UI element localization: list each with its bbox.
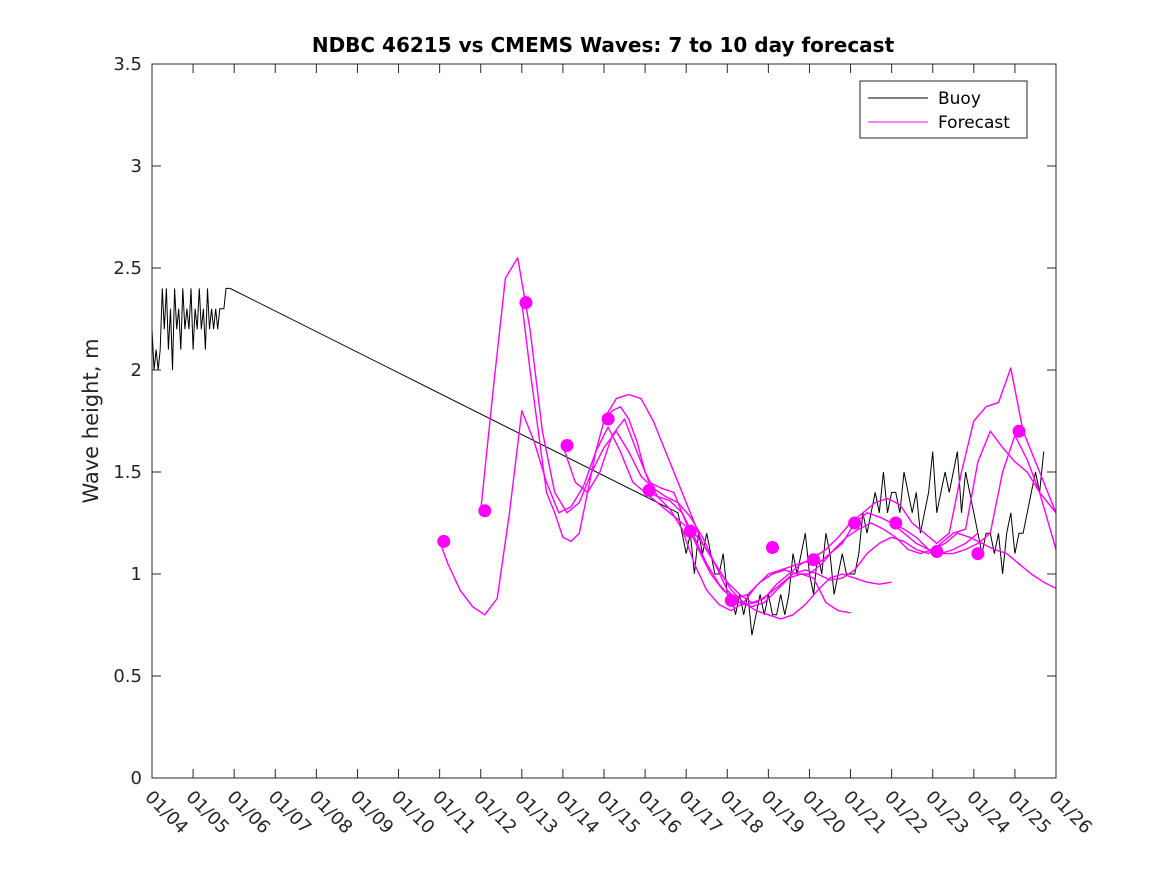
- y-tick-label: 2.5: [113, 258, 142, 279]
- buoy-series: [151, 287, 1045, 636]
- forecast-line-1: [438, 410, 892, 620]
- forecast-marker: [930, 545, 944, 559]
- forecast-marker: [560, 438, 574, 452]
- forecast-marker: [478, 504, 492, 518]
- forecast-marker: [601, 412, 615, 426]
- y-tick-label: 0.5: [113, 666, 142, 687]
- legend-buoy-label: Buoy: [938, 89, 981, 109]
- y-tick-label: 3: [131, 156, 142, 177]
- forecast-marker: [889, 516, 903, 530]
- y-tick-label: 2: [131, 360, 142, 381]
- legend-forecast-label: Forecast: [938, 113, 1010, 133]
- y-axis-label: Wave height, m: [79, 338, 103, 503]
- forecast-markers: [437, 296, 1026, 608]
- y-tick-label: 1: [131, 564, 142, 585]
- legend-box: [859, 80, 1028, 139]
- forecast-series-group: [438, 257, 1057, 620]
- forecast-marker: [642, 483, 656, 497]
- forecast-line-5: [603, 367, 1057, 604]
- forecast-marker: [683, 524, 697, 538]
- forecast-marker: [724, 594, 738, 608]
- forecast-line-7: [891, 434, 1057, 555]
- y-axis-ticks: 0 0.5 1 1.5 2 2.5 3 3.5: [113, 54, 1056, 789]
- forecast-marker: [519, 296, 533, 310]
- y-tick-label: 3.5: [113, 54, 142, 75]
- forecast-line-4: [562, 418, 1057, 600]
- forecast-marker: [971, 547, 985, 561]
- plot-area: [151, 257, 1057, 636]
- y-tick-label: 0: [131, 768, 142, 789]
- forecast-line-6: [644, 430, 1057, 606]
- forecast-marker: [848, 516, 862, 530]
- y-tick-label: 1.5: [113, 462, 142, 483]
- forecast-marker: [765, 540, 779, 554]
- forecast-marker: [437, 534, 451, 548]
- forecast-marker: [807, 553, 821, 567]
- legend: Buoy Forecast: [859, 80, 1028, 139]
- forecast-marker: [1012, 424, 1026, 438]
- chart-title: NDBC 46215 vs CMEMS Waves: 7 to 10 day f…: [312, 33, 895, 57]
- buoy-line: [151, 287, 1045, 636]
